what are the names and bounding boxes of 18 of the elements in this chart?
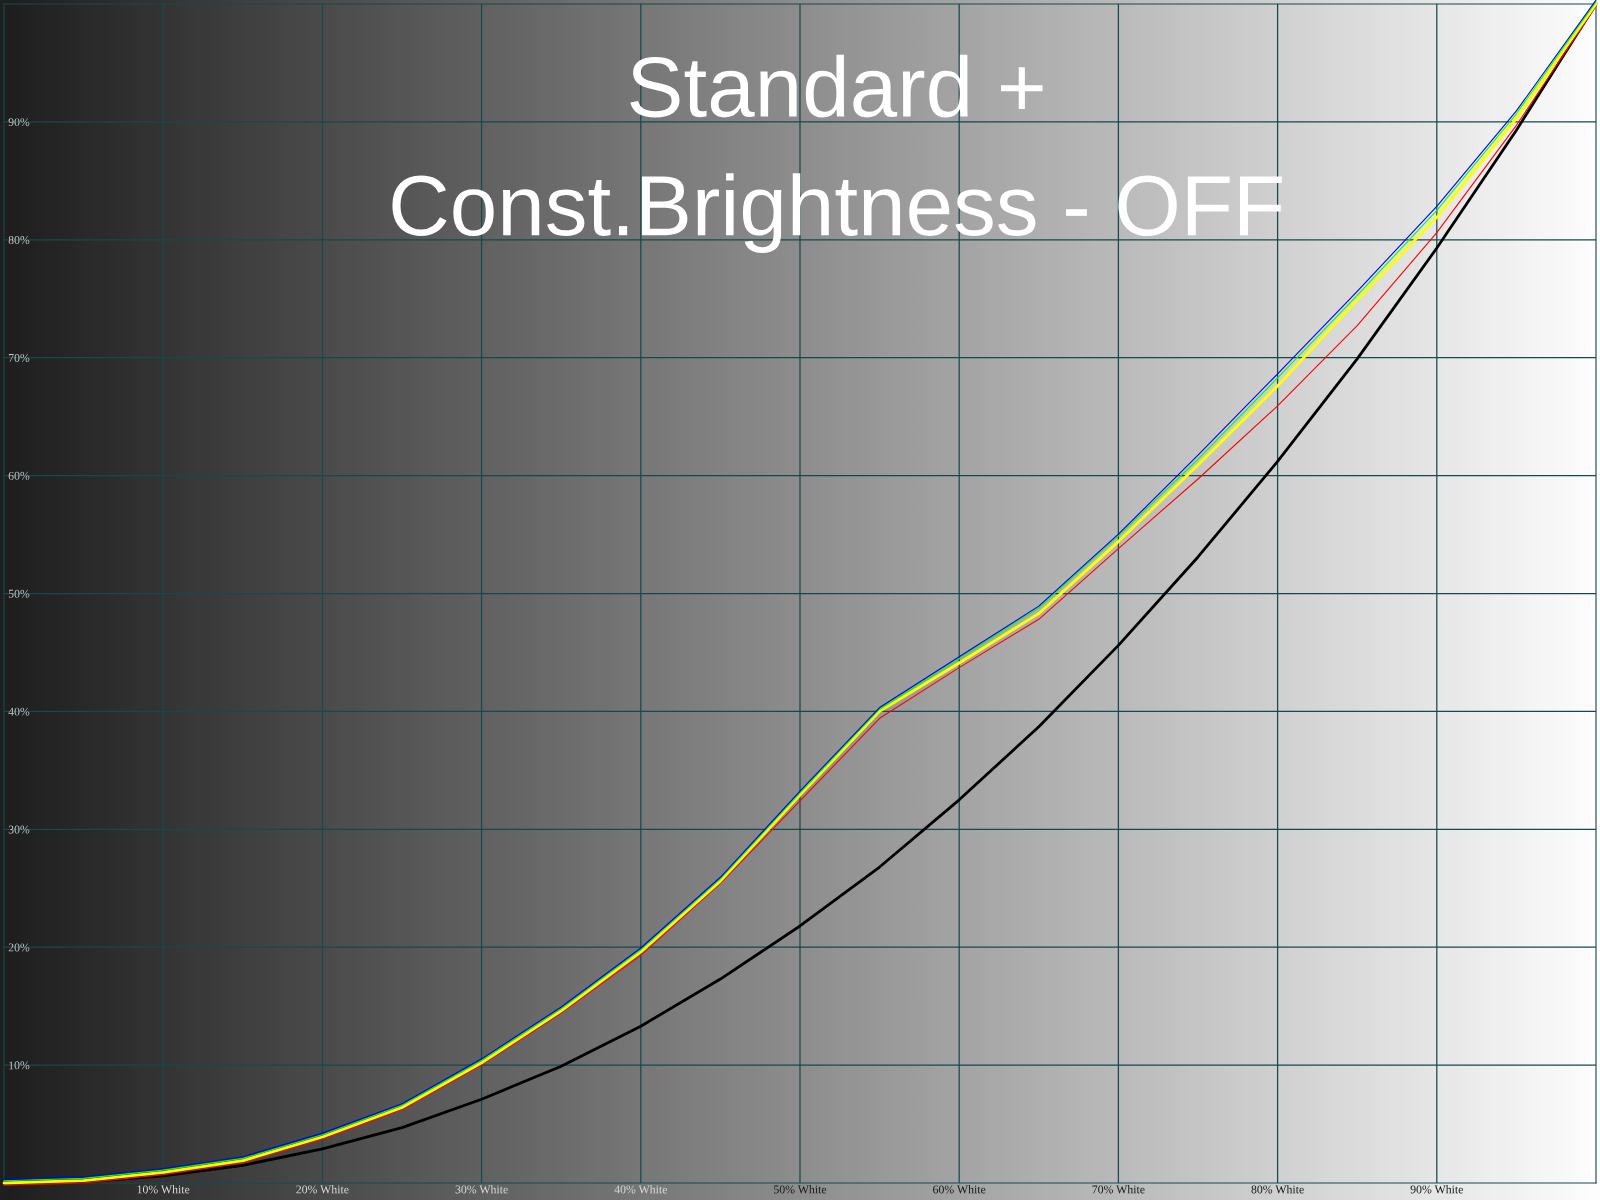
y-tick-label: 70%: [8, 353, 30, 362]
x-tick-label: 90% White: [1410, 1185, 1464, 1194]
y-tick-label: 30%: [8, 825, 30, 834]
y-tick-label: 20%: [8, 943, 30, 952]
y-tick-label: 90%: [8, 118, 30, 127]
y-tick-label: 10%: [9, 1061, 30, 1070]
y-tick-label: 80%: [8, 236, 30, 245]
y-tick-label: 60%: [8, 471, 30, 480]
x-tick-label: 50% White: [774, 1185, 827, 1194]
x-tick-label: 60% White: [933, 1185, 986, 1194]
x-tick-label: 80% White: [1251, 1185, 1304, 1194]
x-tick-label: 30% White: [455, 1185, 508, 1194]
x-tick-label: 70% White: [1092, 1185, 1145, 1194]
x-tick-label: 20% White: [296, 1185, 349, 1194]
x-tick-label: 10% White: [137, 1185, 190, 1194]
x-tick-label: 40% White: [614, 1185, 668, 1194]
y-tick-label: 40%: [8, 707, 30, 716]
y-tick-label: 50%: [8, 589, 30, 598]
